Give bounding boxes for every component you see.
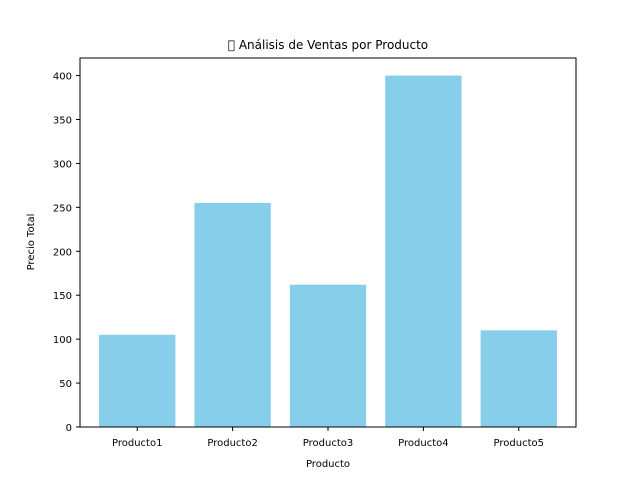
x-tick-label: Producto4 — [398, 438, 448, 449]
y-tick-label: 300 — [53, 159, 72, 170]
x-axis-label: Producto — [306, 459, 350, 470]
y-axis-label: Precio Total — [26, 214, 37, 271]
y-axis: 0 50 100 150 200 250 300 350 400 — [53, 72, 80, 434]
y-tick-label: 400 — [53, 72, 72, 83]
chart-title: 􀀀 Análisis de Ventas por Producto — [228, 38, 428, 52]
y-tick-label: 350 — [53, 116, 72, 127]
y-tick-label: 250 — [53, 203, 72, 214]
bar-producto5 — [480, 330, 557, 427]
x-tick-label: Producto2 — [207, 438, 257, 449]
bars-group — [99, 75, 557, 428]
bar-producto1 — [99, 334, 176, 427]
x-tick-label: Producto1 — [112, 438, 162, 449]
y-tick-label: 150 — [53, 291, 72, 302]
bar-producto4 — [385, 75, 462, 428]
y-tick-label: 0 — [66, 423, 72, 434]
bar-producto2 — [194, 202, 271, 427]
y-tick-label: 50 — [59, 379, 72, 390]
y-tick-label: 200 — [53, 247, 72, 258]
y-tick-label: 100 — [53, 335, 72, 346]
x-tick-label: Producto3 — [303, 438, 353, 449]
x-axis: Producto1 Producto2 Producto3 Producto4 Prod… — [112, 427, 544, 449]
bar-producto3 — [289, 284, 367, 427]
x-tick-label: Producto5 — [494, 438, 544, 449]
